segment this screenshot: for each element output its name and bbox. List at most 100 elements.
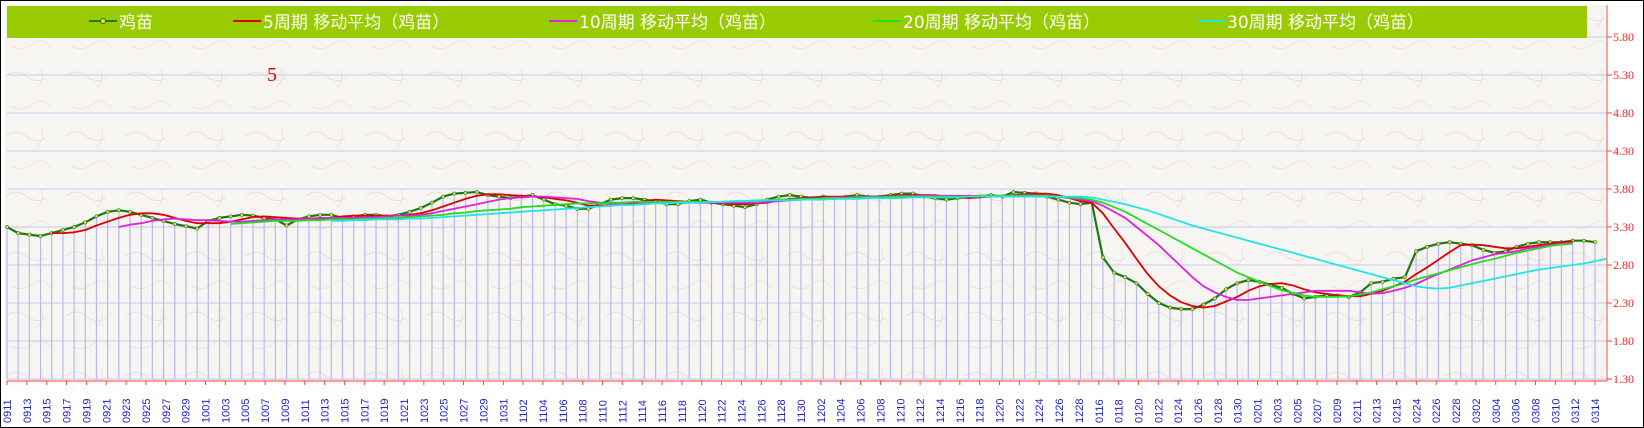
x-tick-label: 1226 (1054, 399, 1066, 423)
x-tick-label: 1007 (260, 399, 272, 423)
data-point (16, 231, 21, 235)
y-tick-label: 3.80 (1613, 182, 1634, 196)
data-point (430, 200, 434, 205)
data-point (329, 212, 334, 217)
x-tick-label: 0913 (22, 399, 34, 423)
data-point (1302, 296, 1307, 301)
data-point (743, 205, 747, 210)
data-point (418, 206, 423, 210)
x-tick-label: 1224 (1034, 399, 1046, 423)
data-point (776, 194, 781, 199)
data-point (1156, 301, 1161, 305)
data-point (1123, 275, 1128, 280)
data-point (1011, 190, 1016, 194)
x-tick-label: 0911 (2, 399, 14, 423)
data-point (1369, 281, 1374, 286)
data-point (1201, 302, 1206, 307)
data-point (1078, 202, 1083, 207)
x-tick-label: 0126 (1193, 399, 1205, 423)
x-axis: 0911 0913 0915 0917 0919 0921 0923 0925 0927 0929… (2, 380, 1607, 423)
x-tick-label: 0124 (1173, 399, 1185, 423)
x-tick-label: 0201 (1253, 399, 1265, 423)
x-tick-label: 0120 (1133, 399, 1145, 423)
x-tick-label: 1021 (399, 399, 411, 423)
legend-label: 30周期 移动平均（鸡苗） (1227, 13, 1424, 33)
data-point (1526, 241, 1530, 246)
x-tick-label: 0224 (1411, 399, 1423, 423)
x-tick-label: 1116 (657, 400, 669, 423)
x-tick-label: 0314 (1590, 399, 1602, 423)
x-tick-label: 0917 (62, 399, 74, 423)
x-tick-label: 0915 (42, 399, 54, 423)
data-point (116, 208, 121, 213)
data-point (172, 222, 177, 226)
legend-label: 20周期 移动平均（鸡苗） (903, 13, 1100, 33)
data-point (463, 190, 468, 195)
x-tick-label: 0929 (181, 399, 193, 423)
data-point (239, 212, 244, 217)
y-tick-label: 2.80 (1613, 258, 1634, 272)
x-tick-label: 1019 (379, 399, 391, 423)
legend-label: 鸡苗 (119, 13, 153, 33)
data-point (307, 214, 311, 219)
x-tick-label: 0921 (101, 399, 113, 423)
y-tick-label: 3.30 (1613, 220, 1634, 234)
x-tick-label: 1009 (280, 399, 292, 423)
data-point (497, 194, 501, 199)
data-point (1380, 279, 1385, 284)
data-point (1581, 238, 1586, 243)
data-point (1593, 240, 1597, 245)
x-tick-label: 1114 (637, 400, 649, 423)
data-point (5, 225, 9, 229)
x-tick-label: 1216 (955, 399, 967, 423)
series-line (331, 195, 1607, 290)
x-tick-label: 0228 (1451, 399, 1463, 423)
data-point (787, 193, 792, 197)
data-point (184, 224, 188, 229)
x-tick-label: 1212 (915, 399, 927, 423)
data-point (195, 226, 200, 231)
x-tick-label: 1025 (439, 399, 451, 423)
data-point (1179, 307, 1184, 311)
x-tick-label: 1005 (240, 399, 252, 423)
x-tick-label: 0312 (1570, 399, 1582, 423)
y-tick-label: 1.80 (1613, 334, 1634, 348)
x-tick-label: 1102 (518, 399, 530, 423)
data-point (1235, 281, 1240, 286)
x-tick-label: 0923 (121, 399, 133, 423)
data-point (72, 225, 76, 229)
data-point (698, 197, 703, 202)
y-tick-label: 4.30 (1613, 144, 1634, 158)
x-tick-label: 0302 (1471, 399, 1483, 423)
legend-background (7, 6, 1587, 38)
x-tick-label: 1130 (796, 399, 808, 423)
x-tick-label: 1120 (697, 399, 709, 423)
x-tick-label: 0209 (1332, 399, 1344, 423)
y-tick-label: 5.30 (1613, 68, 1634, 82)
x-tick-label: 0116 (1094, 399, 1106, 423)
x-tick-label: 1126 (756, 399, 768, 423)
data-point (228, 214, 233, 219)
x-tick-label: 0304 (1491, 399, 1503, 423)
x-tick-label: 1128 (776, 399, 788, 423)
x-tick-label: 1222 (1014, 399, 1026, 423)
data-point (284, 223, 289, 228)
data-point (150, 215, 155, 220)
x-tick-label: 1029 (478, 399, 490, 423)
data-point (38, 234, 43, 239)
x-tick-label: 1015 (339, 399, 351, 423)
data-point (83, 220, 88, 225)
x-tick-label: 0128 (1213, 399, 1225, 423)
x-tick-label: 1110 (598, 400, 610, 423)
x-tick-label: 1031 (498, 399, 510, 423)
data-point (1425, 244, 1430, 249)
data-point (541, 197, 546, 202)
data-point (620, 196, 624, 201)
data-point (407, 209, 412, 214)
x-tick-label: 0306 (1511, 399, 1523, 423)
y-tick-label: 5.80 (1613, 30, 1634, 44)
data-point (217, 215, 222, 220)
x-tick-label: 1228 (1074, 399, 1086, 423)
